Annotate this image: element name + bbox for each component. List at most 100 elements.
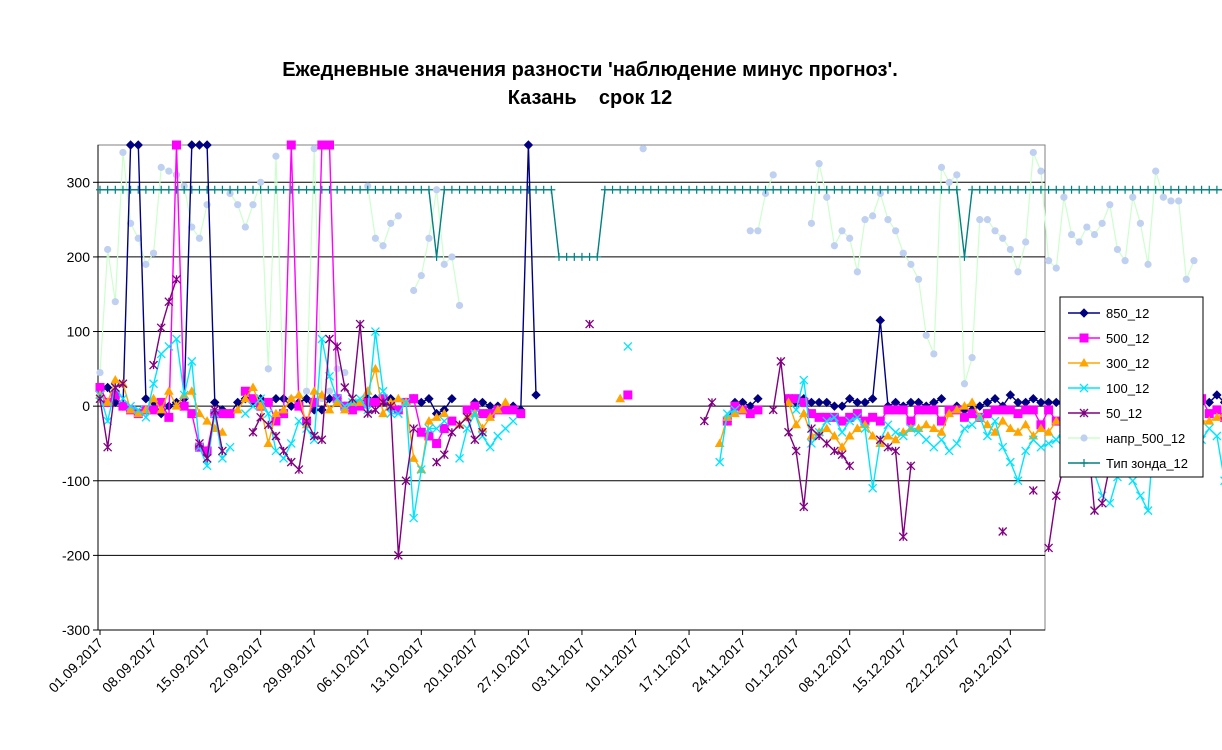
data-point	[892, 227, 900, 235]
data-point	[248, 427, 258, 437]
data-point	[945, 185, 954, 194]
data-point	[210, 185, 219, 194]
data-point	[829, 401, 840, 411]
data-point	[1036, 442, 1046, 452]
data-point	[410, 286, 418, 295]
data-point	[126, 185, 135, 194]
data-point	[929, 405, 939, 415]
data-point	[899, 249, 907, 257]
data-point	[830, 185, 839, 194]
data-point	[286, 140, 296, 150]
data-point	[982, 419, 993, 429]
data-point	[325, 387, 334, 395]
data-point	[95, 394, 105, 404]
data-point	[570, 252, 579, 261]
data-point	[248, 382, 258, 391]
legend-label: напр_500_12	[1106, 431, 1185, 446]
data-point	[500, 424, 510, 433]
x-axis: 01.09.201708.09.201715.09.201722.09.2017…	[45, 629, 1045, 696]
data-point	[118, 394, 128, 404]
data-point	[539, 185, 548, 194]
data-point	[1021, 446, 1031, 456]
data-point	[983, 185, 992, 194]
data-point	[844, 430, 855, 440]
data-point	[991, 227, 999, 235]
data-point	[370, 363, 381, 373]
data-point	[462, 412, 472, 422]
data-point	[761, 185, 770, 194]
data-point	[685, 185, 694, 194]
data-point	[1052, 264, 1060, 272]
data-point	[249, 201, 257, 209]
data-point	[448, 253, 456, 261]
data-point	[875, 416, 885, 426]
data-point	[363, 185, 372, 194]
data-point	[1013, 427, 1023, 436]
data-point	[409, 394, 419, 404]
data-point	[347, 394, 357, 404]
data-point	[1113, 185, 1122, 194]
data-point	[263, 438, 274, 447]
data-point	[408, 453, 419, 462]
data-point	[699, 416, 709, 426]
data-point	[1197, 185, 1206, 194]
data-point	[921, 405, 931, 415]
data-point	[1098, 185, 1107, 194]
data-point	[899, 185, 908, 194]
data-point	[316, 389, 327, 399]
data-point	[1028, 435, 1038, 445]
data-point	[508, 416, 518, 426]
data-point	[1029, 148, 1037, 157]
data-point	[930, 350, 938, 358]
data-point	[393, 409, 403, 419]
series-100_12	[95, 327, 1222, 523]
data-point	[302, 185, 311, 194]
data-point	[631, 185, 640, 194]
data-point	[271, 446, 281, 456]
data-point	[769, 171, 777, 179]
data-point	[822, 397, 832, 408]
data-point	[616, 185, 625, 194]
data-point	[134, 185, 143, 194]
data-point	[1059, 185, 1068, 194]
data-point	[906, 185, 915, 194]
data-point	[393, 550, 403, 560]
data-point	[869, 212, 877, 220]
legend-marker	[1080, 434, 1088, 442]
data-point	[272, 152, 280, 160]
data-point	[875, 435, 885, 445]
data-point	[325, 140, 334, 150]
data-point	[1167, 197, 1175, 205]
data-point	[799, 397, 809, 407]
data-point	[439, 408, 450, 418]
data-point	[867, 393, 878, 404]
data-point	[447, 393, 457, 404]
chart-subtitle: Казань срок 12	[508, 87, 673, 109]
data-point	[263, 409, 273, 419]
data-point	[975, 401, 985, 411]
data-point	[225, 442, 235, 452]
data-point	[1135, 491, 1145, 501]
data-point	[829, 412, 839, 422]
data-point	[891, 427, 901, 437]
y-tick-label: -300	[62, 622, 90, 638]
data-point	[846, 234, 854, 242]
x-tick-label: 29.09.2017	[259, 635, 320, 696]
data-point	[149, 360, 159, 370]
data-point	[370, 327, 380, 336]
data-point	[203, 185, 212, 194]
data-point	[623, 185, 632, 194]
data-point	[967, 420, 977, 430]
data-point	[753, 185, 762, 194]
data-point	[654, 185, 663, 194]
data-point	[821, 423, 832, 433]
data-point	[952, 439, 962, 448]
data-point	[1044, 439, 1054, 448]
data-point	[508, 405, 518, 415]
data-point	[983, 216, 992, 224]
data-point	[845, 461, 855, 471]
data-point	[837, 450, 847, 460]
data-point	[294, 389, 304, 399]
data-point	[470, 435, 480, 445]
data-point	[1051, 435, 1061, 445]
